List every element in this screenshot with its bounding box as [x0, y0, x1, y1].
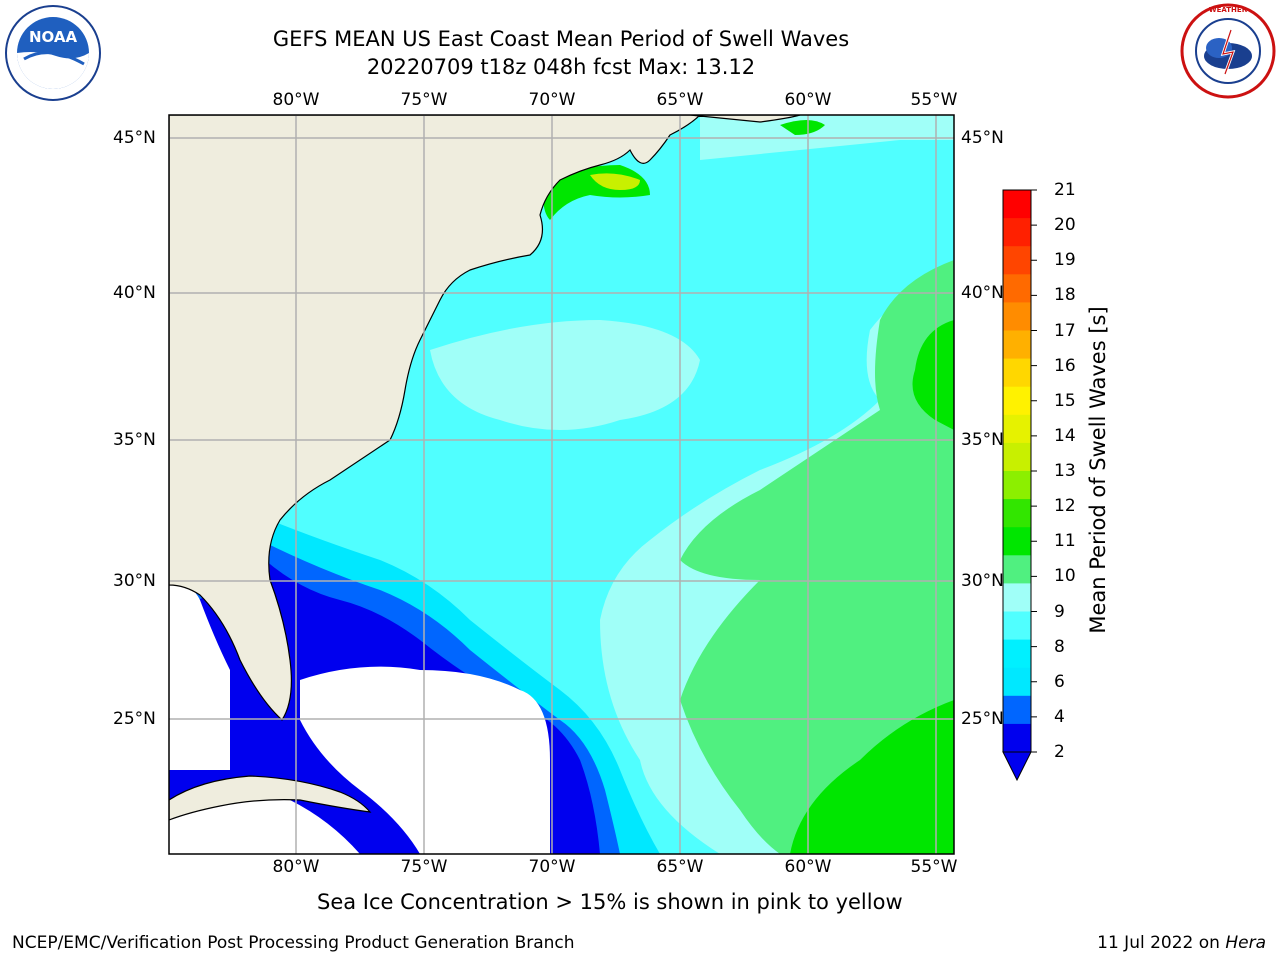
colorbar-tick-label: 4 — [1054, 706, 1065, 727]
map-frame — [168, 114, 955, 855]
no-data-bahamas — [300, 666, 550, 854]
lat-label-left: 30°N — [113, 571, 156, 591]
colorbar-tick-label: 20 — [1054, 215, 1076, 236]
colorbar-tick-label: 12 — [1054, 496, 1076, 517]
lon-label-bottom: 65°W — [656, 857, 704, 877]
footer-host: Hera — [1225, 933, 1266, 953]
sea-ice-note: Sea Ice Concentration > 15% is shown in … — [317, 890, 903, 914]
svg-text:WEATHER: WEATHER — [1209, 6, 1248, 14]
colorbar-swatch — [1003, 667, 1031, 697]
colorbar-swatch — [1003, 414, 1031, 444]
colorbar-tick-label: 13 — [1054, 461, 1076, 481]
lon-label-top: 75°W — [400, 90, 448, 110]
land-cuba — [169, 775, 372, 821]
colorbar-tick-label: 10 — [1054, 566, 1076, 587]
colorbar-tick-label: 15 — [1054, 390, 1076, 411]
swell-very-high-gulf-of-maine — [590, 173, 640, 190]
colorbar-tick-label: 18 — [1054, 285, 1076, 306]
land-north-america — [169, 115, 801, 721]
no-data-gulf — [169, 584, 230, 770]
colorbar-tick-label: 17 — [1054, 320, 1076, 341]
colorbar-tick-label: 11 — [1054, 531, 1076, 552]
lat-label-left: 35°N — [113, 430, 156, 450]
colorbar-swatch — [1003, 527, 1031, 556]
lon-label-top: 80°W — [272, 90, 320, 110]
lat-label-right: 45°N — [961, 128, 1004, 148]
colorbar-swatch — [1003, 499, 1031, 528]
footer-date: 11 Jul 2022 on Hera — [1097, 933, 1266, 953]
colorbar-swatch — [1003, 442, 1031, 472]
lat-label-left: 40°N — [113, 283, 156, 303]
lon-label-bottom: 70°W — [528, 857, 576, 877]
lon-label-bottom: 60°W — [784, 857, 832, 877]
colorbar-swatch — [1003, 274, 1031, 303]
no-data-caribbean — [169, 797, 360, 854]
swell-10-11-south — [790, 700, 954, 854]
colorbar-tick-label: 6 — [1054, 671, 1065, 692]
lon-label-bottom: 75°W — [400, 857, 448, 877]
lon-label-bottom: 80°W — [272, 857, 320, 877]
nws-logo: WEATHER — [1179, 2, 1277, 100]
map-subtitle: 20220709 t18z 048h fcst Max: 13.12 — [366, 55, 756, 79]
colorbar-swatch — [1003, 330, 1031, 360]
lat-label-right: 40°N — [961, 283, 1004, 303]
lat-label-left: 45°N — [113, 128, 156, 148]
colorbar-tick-label: 16 — [1054, 355, 1076, 376]
colorbar-tick-label: 19 — [1054, 250, 1076, 271]
colorbar-tick-label: 21 — [1054, 180, 1076, 200]
lon-label-top: 60°W — [784, 90, 832, 110]
lat-label-left: 25°N — [113, 709, 156, 729]
swell-10-11-east — [912, 320, 954, 430]
lat-label-right: 35°N — [961, 430, 1004, 450]
colorbar-tick-label: 14 — [1054, 425, 1076, 446]
map-title: GEFS MEAN US East Coast Mean Period of S… — [272, 27, 850, 51]
swell-high-nova-scotia — [780, 120, 825, 135]
colorbar-swatch — [1003, 555, 1031, 584]
colorbar-swatch — [1003, 471, 1031, 500]
colorbar-tick-label: 8 — [1054, 636, 1065, 657]
noaa-logo: NOAA — [4, 4, 102, 102]
lon-label-top: 70°W — [528, 90, 576, 110]
footer-credit: NCEP/EMC/Verification Post Processing Pr… — [12, 933, 575, 953]
graticule — [169, 115, 954, 854]
colorbar-swatch — [1003, 218, 1031, 247]
colorbar-label: Mean Period of Swell Waves [s] — [1086, 306, 1110, 634]
svg-text:NOAA: NOAA — [29, 28, 78, 46]
colorbar — [1002, 189, 1037, 782]
lon-label-bottom: 55°W — [910, 857, 958, 877]
colorbar-min-arrow — [1002, 751, 1032, 782]
swell-9-10 — [680, 260, 954, 854]
colorbar-swatch — [1003, 695, 1031, 725]
colorbar-swatch — [1003, 611, 1031, 641]
lat-label-right: 30°N — [961, 571, 1004, 591]
swell-8-9-central — [430, 320, 700, 430]
colorbar-swatch — [1003, 583, 1031, 612]
colorbar-swatch — [1003, 358, 1031, 388]
colorbar-swatch — [1003, 386, 1031, 416]
footer-date-text: 11 Jul 2022 on — [1097, 933, 1226, 953]
colorbar-tick-label: 2 — [1054, 742, 1065, 762]
colorbar-swatch — [1003, 190, 1031, 219]
lon-label-top: 55°W — [910, 90, 958, 110]
colorbar-swatch — [1003, 302, 1031, 331]
colorbar-tick-label: 9 — [1054, 601, 1065, 622]
colorbar-swatch — [1003, 723, 1031, 753]
lon-label-top: 65°W — [656, 90, 704, 110]
colorbar-swatch — [1003, 246, 1031, 275]
lat-label-right: 25°N — [961, 709, 1004, 729]
colorbar-swatch — [1003, 639, 1031, 669]
